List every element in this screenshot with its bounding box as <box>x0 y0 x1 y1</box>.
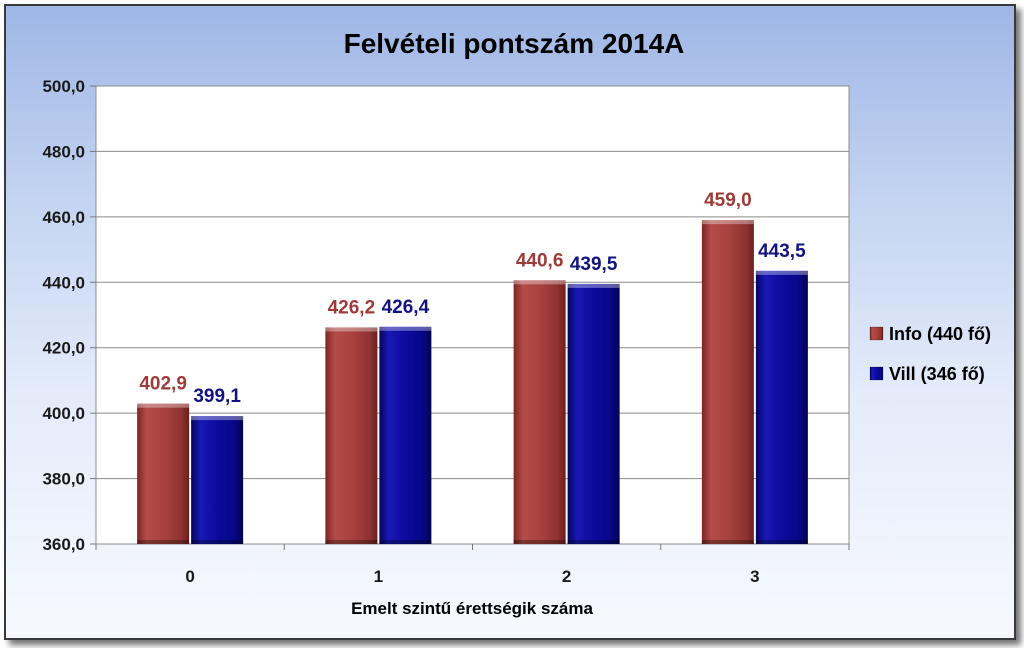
x-tick-label: 1 <box>374 567 383 586</box>
x-axis-ticks: 0 1 2 3 <box>95 544 850 586</box>
y-tick-label: 420,0 <box>42 339 85 358</box>
bar-info-1 <box>325 327 378 544</box>
x-tick-label: 3 <box>750 567 759 586</box>
bar-body <box>701 220 754 544</box>
bar-body <box>755 270 808 544</box>
bar-body <box>137 403 190 544</box>
bar-bevel-bottom <box>325 540 378 544</box>
legend: Info (440 fő) Vill (346 fő) <box>869 324 991 384</box>
y-tick-label: 480,0 <box>42 142 85 161</box>
data-label-vill: 426,4 <box>382 297 430 318</box>
bar-body <box>191 416 244 544</box>
bar-bevel-bottom <box>191 540 244 544</box>
y-tick-label: 360,0 <box>42 535 85 554</box>
bar-vill-3 <box>755 270 808 544</box>
bar-bevel-bottom <box>755 540 808 544</box>
bar-body <box>379 326 432 544</box>
data-label-vill: 399,1 <box>193 386 241 407</box>
legend-item-vill: Vill (346 fő) <box>869 364 985 384</box>
y-tick-label: 460,0 <box>42 208 85 227</box>
legend-label: Vill (346 fő) <box>889 364 985 384</box>
legend-swatch <box>869 366 884 381</box>
bar-bevel-top <box>325 327 378 332</box>
bar-bevel-top <box>191 416 244 421</box>
data-label-vill: 439,5 <box>570 254 618 275</box>
legend-item-info: Info (440 fő) <box>869 324 991 344</box>
y-tick-label: 500,0 <box>42 77 85 96</box>
bar-vill-1 <box>379 326 432 544</box>
bar-bevel-bottom <box>379 540 432 544</box>
x-axis-title: Emelt szintű érettségik száma <box>351 599 593 618</box>
bar-bevel-top <box>567 283 620 288</box>
bars <box>137 220 808 544</box>
bar-vill-2 <box>567 283 620 544</box>
bar-info-2 <box>513 280 566 544</box>
y-tick-label: 380,0 <box>42 470 85 489</box>
data-labels: 402,9 426,2 440,6 459,0 399,1 426,4 439,5 443,5 <box>139 190 806 407</box>
bar-bevel-top <box>513 280 566 285</box>
bar-bevel-top <box>137 403 190 408</box>
x-tick-label: 2 <box>562 567 571 586</box>
y-tick-label: 400,0 <box>42 404 85 423</box>
legend-swatch <box>869 326 884 341</box>
bar-bevel-top <box>379 326 432 331</box>
bar-bevel-bottom <box>701 540 754 544</box>
data-label-info: 402,9 <box>139 374 187 395</box>
bar-bevel-bottom <box>513 540 566 544</box>
data-label-info: 440,6 <box>516 250 564 271</box>
data-label-vill: 443,5 <box>758 241 806 262</box>
y-axis-ticks: 360,0 380,0 400,0 420,0 440,0 460,0 480,0 500,0 <box>42 77 96 554</box>
bar-bevel-bottom <box>137 540 190 544</box>
bar-vill-0 <box>191 416 244 544</box>
bar-info-3 <box>701 220 754 544</box>
bar-body <box>513 280 566 544</box>
chart-frame: Felvételi pontszám 2014A 360,0 380,0 400,0… <box>4 4 1016 640</box>
bar-bevel-bottom <box>567 540 620 544</box>
bar-body <box>567 283 620 544</box>
data-label-info: 459,0 <box>704 190 752 211</box>
legend-label: Info (440 fő) <box>889 324 991 344</box>
bar-bevel-top <box>701 220 754 225</box>
bar-chart: Felvételi pontszám 2014A 360,0 380,0 400,0… <box>42 28 991 618</box>
bar-body <box>325 327 378 544</box>
y-tick-label: 440,0 <box>42 273 85 292</box>
bar-info-0 <box>137 403 190 544</box>
data-label-info: 426,2 <box>328 297 376 318</box>
x-tick-label: 0 <box>185 567 194 586</box>
bar-bevel-top <box>755 270 808 275</box>
chart-title: Felvételi pontszám 2014A <box>344 28 685 59</box>
